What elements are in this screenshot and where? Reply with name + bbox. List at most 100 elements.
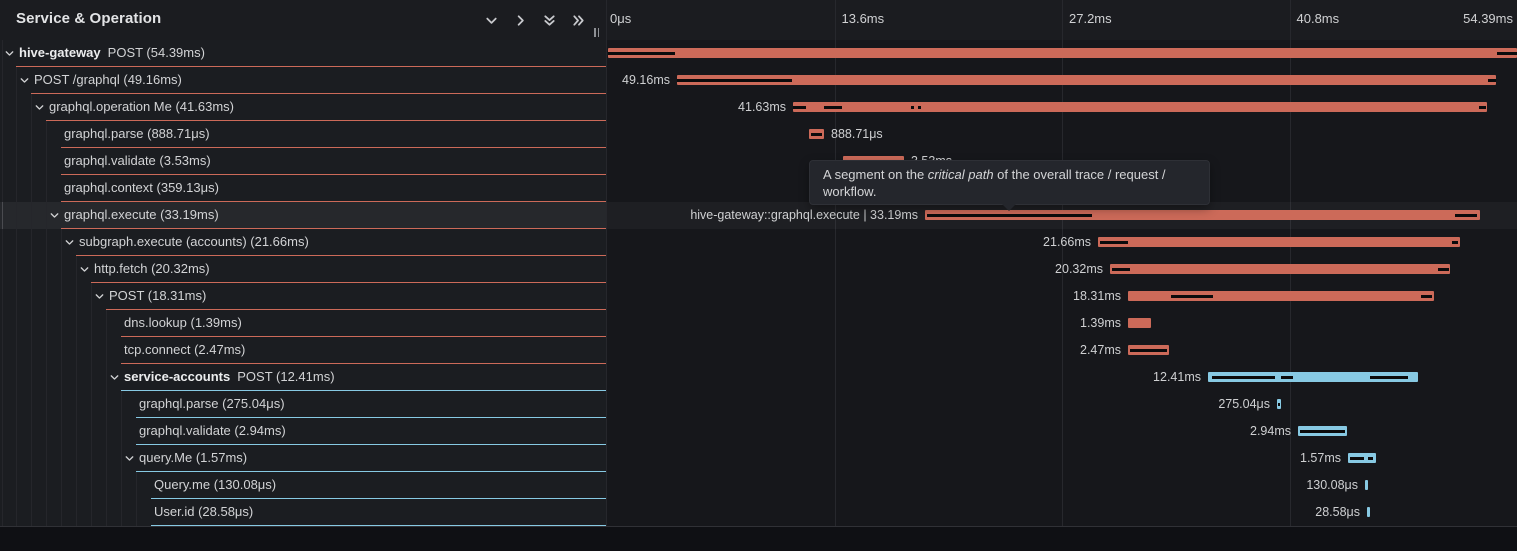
critical-path-segment[interactable] — [1278, 403, 1280, 406]
span-duration-label: 2.94ms — [1250, 424, 1291, 438]
critical-path-segment[interactable] — [1112, 268, 1130, 271]
span-tree-row[interactable]: graphql.execute (33.19ms) — [0, 202, 606, 229]
timeline-row: 21.66ms — [607, 229, 1517, 256]
indent-guide — [46, 175, 47, 202]
timeline-row: 18.31ms — [607, 283, 1517, 310]
span-bar[interactable] — [925, 210, 1480, 220]
critical-path-segment[interactable] — [1300, 430, 1345, 433]
indent-guide — [106, 391, 107, 418]
span-tree-row[interactable]: tcp.connect (2.47ms) — [0, 337, 606, 364]
span-bar[interactable] — [1208, 372, 1418, 382]
critical-path-segment[interactable] — [793, 106, 806, 109]
critical-path-segment[interactable] — [1130, 349, 1167, 352]
critical-path-segment[interactable] — [1281, 376, 1293, 379]
span-bar[interactable] — [1128, 318, 1151, 328]
span-tree-row[interactable]: graphql.validate (2.94ms) — [0, 418, 606, 445]
angles-down-icon[interactable] — [541, 12, 557, 28]
indent-guide — [16, 256, 17, 283]
critical-path-segment[interactable] — [1370, 376, 1408, 379]
collapse-chevron-icon[interactable] — [34, 102, 45, 113]
indent-guide — [16, 202, 17, 229]
timeline-row: 1.39ms — [607, 310, 1517, 337]
collapse-chevron-icon[interactable] — [19, 75, 30, 86]
span-tree-row[interactable]: hive-gateway POST (54.39ms) — [0, 40, 606, 67]
span-bar[interactable] — [677, 75, 1496, 85]
critical-path-segment[interactable] — [1100, 241, 1128, 244]
indent-guide — [2, 337, 3, 364]
indent-guide — [31, 364, 32, 391]
span-tree-row[interactable]: subgraph.execute (accounts) (21.66ms) — [0, 229, 606, 256]
span-label: service-accounts POST (12.41ms) — [124, 369, 335, 384]
span-tree-panel: Service & Operation hive-gateway POST (54… — [0, 0, 607, 527]
span-bar[interactable] — [1110, 264, 1450, 274]
span-tree-row[interactable]: POST /graphql (49.16ms) — [0, 67, 606, 94]
critical-path-segment[interactable] — [1479, 106, 1486, 109]
critical-path-segment[interactable] — [927, 214, 1092, 217]
critical-path-segment[interactable] — [811, 133, 822, 136]
indent-guide — [31, 499, 32, 526]
collapse-chevron-icon[interactable] — [4, 48, 15, 59]
collapse-chevron-icon[interactable] — [79, 264, 90, 275]
span-tree-row[interactable]: graphql.context (359.13μs) — [0, 175, 606, 202]
indent-guide — [2, 364, 3, 391]
panel-resize-grip[interactable] — [594, 28, 599, 37]
critical-path-segment[interactable] — [1350, 457, 1364, 460]
span-tree-row[interactable]: graphql.validate (3.53ms) — [0, 148, 606, 175]
indent-guide — [2, 256, 3, 283]
indent-guide — [2, 499, 3, 526]
collapse-chevron-icon[interactable] — [109, 372, 120, 383]
span-bar[interactable] — [1128, 291, 1434, 301]
span-tree-row[interactable]: http.fetch (20.32ms) — [0, 256, 606, 283]
span-tree-row[interactable]: graphql.operation Me (41.63ms) — [0, 94, 606, 121]
critical-path-segment[interactable] — [1497, 52, 1517, 55]
span-tree-row[interactable]: graphql.parse (888.71μs) — [0, 121, 606, 148]
row-underline — [91, 282, 606, 283]
span-tree-row[interactable]: User.id (28.58μs) — [0, 499, 606, 526]
critical-path-segment[interactable] — [824, 106, 842, 109]
indent-guide — [31, 121, 32, 148]
collapse-chevron-icon[interactable] — [49, 210, 60, 221]
span-bar[interactable] — [1098, 237, 1460, 247]
collapse-chevron-icon[interactable] — [124, 453, 135, 464]
indent-guide — [46, 229, 47, 256]
indent-guide — [106, 337, 107, 364]
span-label: graphql.parse (275.04μs) — [139, 396, 285, 411]
span-tree-row[interactable]: service-accounts POST (12.41ms) — [0, 364, 606, 391]
critical-path-segment[interactable] — [1455, 214, 1477, 217]
collapse-chevron-icon[interactable] — [64, 237, 75, 248]
span-duration-label: 2.47ms — [1080, 343, 1121, 357]
span-tree-row[interactable]: POST (18.31ms) — [0, 283, 606, 310]
span-tree-row[interactable]: graphql.parse (275.04μs) — [0, 391, 606, 418]
indent-guide — [106, 418, 107, 445]
angles-right-icon[interactable] — [570, 12, 586, 28]
critical-path-segment[interactable] — [1212, 376, 1275, 379]
critical-path-segment[interactable] — [677, 79, 792, 82]
span-duration-label: 1.39ms — [1080, 316, 1121, 330]
timeline-row: 275.04μs — [607, 391, 1517, 418]
span-tree-row[interactable]: dns.lookup (1.39ms) — [0, 310, 606, 337]
row-underline — [16, 66, 606, 67]
critical-path-segment[interactable] — [1421, 295, 1432, 298]
angle-right-icon[interactable] — [512, 12, 528, 28]
span-bar[interactable] — [608, 48, 1517, 58]
span-duration-label: 28.58μs — [1315, 505, 1360, 519]
angle-down-icon[interactable] — [483, 12, 499, 28]
critical-path-segment[interactable] — [911, 106, 914, 109]
critical-path-segment[interactable] — [1488, 79, 1496, 82]
indent-guide — [61, 364, 62, 391]
collapse-chevron-icon[interactable] — [94, 291, 105, 302]
span-bar[interactable] — [793, 102, 1487, 112]
row-underline — [121, 363, 606, 364]
critical-path-segment[interactable] — [918, 106, 921, 109]
critical-path-segment[interactable] — [608, 52, 675, 55]
critical-path-segment[interactable] — [1368, 457, 1373, 460]
indent-guide — [76, 499, 77, 526]
span-bar[interactable] — [1367, 507, 1370, 517]
critical-path-segment[interactable] — [1452, 241, 1458, 244]
indent-guide — [16, 445, 17, 472]
critical-path-segment[interactable] — [1171, 295, 1213, 298]
critical-path-segment[interactable] — [1438, 268, 1449, 271]
span-tree-row[interactable]: Query.me (130.08μs) — [0, 472, 606, 499]
span-tree-row[interactable]: query.Me (1.57ms) — [0, 445, 606, 472]
span-bar[interactable] — [1365, 480, 1368, 490]
